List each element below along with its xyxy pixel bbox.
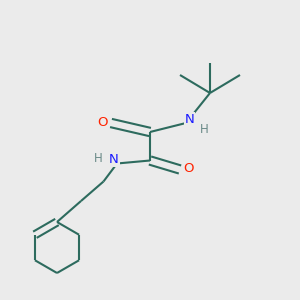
Text: O: O (183, 162, 194, 175)
Text: H: H (94, 152, 103, 165)
Text: O: O (97, 116, 108, 129)
Text: H: H (200, 123, 208, 136)
Text: N: N (109, 153, 119, 167)
Text: N: N (185, 113, 194, 126)
